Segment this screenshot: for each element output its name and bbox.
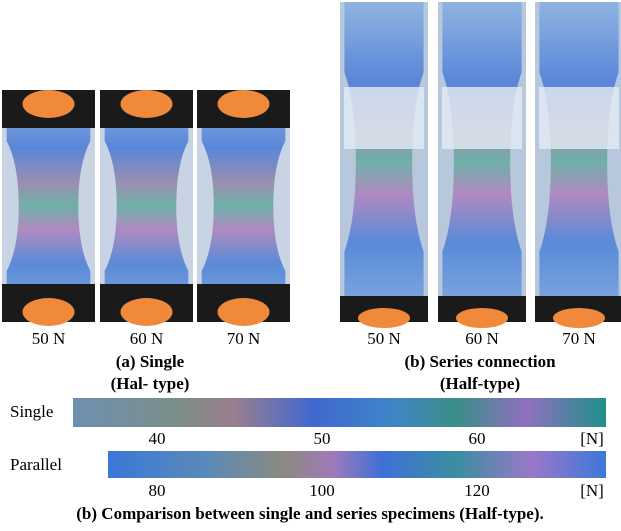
grip-knob [23, 90, 75, 118]
specimen [539, 2, 618, 322]
load-label: 70 N [562, 329, 596, 348]
panel-caption: (Half-type) [440, 374, 520, 393]
grip-knob [121, 298, 173, 326]
colorbar-tick: 60 [469, 429, 486, 448]
colorbar-tick: 40 [149, 429, 166, 448]
clamp [442, 87, 522, 149]
colorbar [73, 398, 606, 427]
grip-knob [23, 298, 75, 326]
panel-caption: (b) Series connection [404, 352, 556, 371]
colorbar-tick: 80 [149, 481, 166, 500]
colorbar-unit: [N] [580, 429, 604, 448]
panel-caption: (a) Single [116, 352, 185, 371]
load-label: 50 N [32, 329, 66, 348]
colorbar-name: Single [10, 402, 53, 421]
load-label: 60 N [465, 329, 499, 348]
figure: (b) Comparison between single and series… [0, 0, 621, 531]
clamp [344, 87, 424, 149]
colorbar-tick: 50 [314, 429, 331, 448]
load-label: 50 N [367, 329, 401, 348]
grip-knob [456, 308, 508, 328]
grip-knob [218, 298, 270, 326]
colorbar-tick: 120 [464, 481, 490, 500]
colorbar [108, 451, 606, 478]
panel-caption: (Hal- type) [111, 374, 190, 393]
grip-knob [218, 90, 270, 118]
colorbar-tick: 100 [309, 481, 335, 500]
colorbar-unit: [N] [580, 481, 604, 500]
load-label: 70 N [227, 329, 261, 348]
grip-knob [358, 308, 410, 328]
clamp [539, 87, 619, 149]
specimen [344, 2, 423, 322]
specimen [442, 2, 521, 322]
load-label: 60 N [130, 329, 164, 348]
colorbar-name: Parallel [10, 455, 62, 474]
grip-knob [121, 90, 173, 118]
grip-knob [553, 308, 605, 328]
figure-caption: (b) Comparison between single and series… [76, 504, 543, 523]
